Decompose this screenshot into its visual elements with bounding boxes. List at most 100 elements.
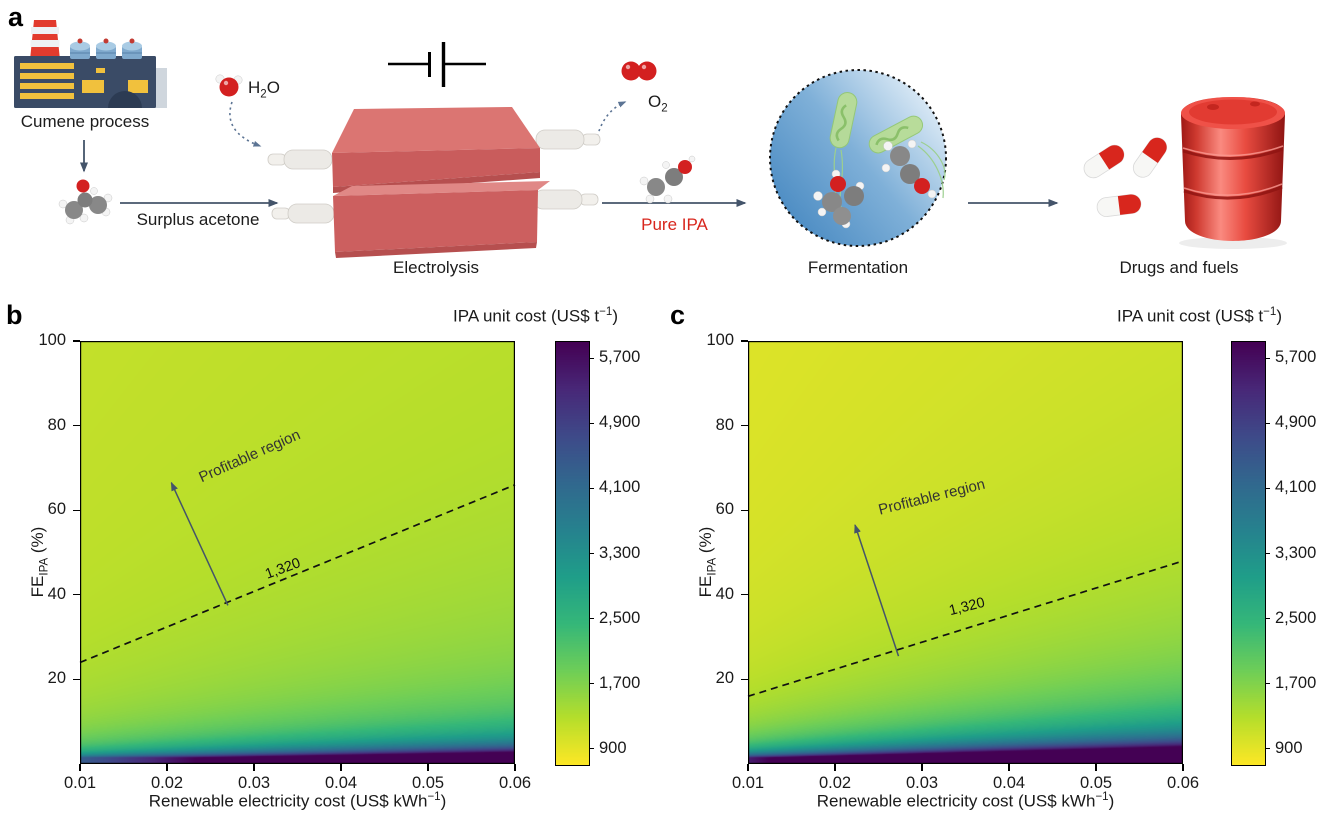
y-tick-label: 100: [38, 331, 66, 349]
oil-barrel-icon: [1179, 97, 1287, 249]
profitable-region-arrow: [854, 524, 900, 657]
cumene-process-label: Cumene process: [20, 112, 150, 131]
colorbar-tick-mark: [1265, 617, 1270, 620]
y-tick-mark: [73, 425, 80, 427]
colorbar-c-canvas: [1232, 342, 1265, 765]
process-diagram: [14, 20, 1287, 258]
x-tick-mark: [747, 764, 749, 771]
x-tick-mark: [253, 764, 255, 771]
arrow-oxygen-output: [595, 101, 627, 143]
y-tick-label: 100: [706, 331, 734, 349]
colorbar-c: 5,700 4,900 4,100 3,300 2,500 1,700 900: [1231, 341, 1316, 766]
y-tick-mark: [73, 509, 80, 511]
colorbar-title-c: IPA unit cost (US$ t−1): [1117, 306, 1282, 326]
panel-b-label: b: [6, 300, 23, 330]
bacterium-icon: [868, 115, 946, 199]
profitable-region-arrow: [170, 481, 229, 606]
colorbar-tick-mark: [589, 487, 594, 489]
x-tick-mark: [427, 764, 429, 771]
y-tick-mark: [741, 678, 748, 680]
x-axis-label-b: Renewable electricity cost (US$ kWh−1): [148, 791, 447, 811]
y-tick-label: 40: [715, 584, 734, 603]
colorbar-tick-mark: [589, 748, 594, 750]
colorbar-tick-mark: [589, 683, 594, 685]
flow-arrows: [80, 140, 1059, 207]
colorbar-tick-label: 4,100: [1275, 478, 1317, 497]
x-tick-label: 0.05: [411, 774, 445, 792]
water-molecule-icon: [215, 74, 243, 97]
colorbar-tick-mark: [1265, 357, 1270, 359]
x-tick-mark: [79, 764, 81, 771]
colorbar-tick-label: 900: [1275, 738, 1303, 757]
y-axis-label-c: FEIPA (%): [696, 526, 719, 598]
colorbar-tick-label: 4,900: [599, 413, 641, 432]
heatmap-b-overlay: [79, 341, 516, 764]
y-tick-mark: [741, 509, 748, 511]
y-tick-label: 60: [715, 500, 734, 519]
heatmap-c: 0.01 0.02 0.03 0.04 0.05 0.06 20 40 60 80 100 1,320…: [706, 331, 1199, 792]
ipa-molecule-icon: [881, 139, 937, 199]
acetone-molecule-icon: [58, 179, 113, 225]
battery-symbol-icon: [388, 42, 486, 87]
colorbar-tick-label: 1,700: [599, 673, 641, 692]
x-tick-label: 0.04: [992, 774, 1026, 792]
x-tick-label: 0.02: [150, 774, 184, 792]
drugs-and-fuels-label: Drugs and fuels: [1119, 258, 1239, 277]
y-tick-label: 40: [47, 584, 66, 603]
y-tick-label: 80: [715, 415, 734, 434]
y-tick-label: 80: [47, 415, 66, 434]
y-tick-label: 20: [715, 669, 734, 688]
x-tick-label: 0.06: [1166, 774, 1200, 792]
electrolysis-label: Electrolysis: [393, 258, 479, 277]
x-tick-label: 0.01: [731, 774, 765, 792]
x-tick-label: 0.01: [63, 774, 97, 792]
panel-c-label: c: [670, 300, 686, 330]
arrow-water-input: [229, 101, 262, 147]
ipa-molecule-icon: [639, 155, 696, 204]
pure-ipa-label: Pure IPA: [641, 215, 708, 234]
colorbar-tick-label: 3,300: [1275, 543, 1317, 562]
y-tick-mark: [741, 340, 748, 342]
heatmap-c-canvas: [748, 341, 1183, 764]
contour-line-1320: [79, 484, 516, 664]
x-tick-mark: [921, 764, 923, 771]
y-tick-mark: [73, 594, 80, 596]
colorbar-tick-label: 5,700: [599, 348, 641, 367]
colorbar-tick-mark: [1265, 552, 1270, 555]
colorbar-tick-label: 5,700: [1275, 348, 1317, 367]
fermentation-cell-icon: [769, 69, 947, 247]
colorbar-tick-mark: [589, 422, 594, 424]
x-tick-label: 0.03: [237, 774, 271, 792]
y-tick-mark: [73, 340, 80, 342]
colorbar-tick-label: 1,700: [1275, 673, 1317, 692]
fermentation-label: Fermentation: [807, 258, 909, 277]
factory-icon: [14, 20, 167, 108]
x-axis-label-c: Renewable electricity cost (US$ kWh−1): [816, 791, 1115, 811]
x-tick-mark: [166, 764, 168, 771]
colorbar-tick-label: 4,900: [1275, 413, 1317, 432]
panel-a-label: a: [8, 2, 24, 32]
y-tick-label: 20: [47, 669, 66, 688]
x-tick-mark: [1008, 764, 1010, 771]
colorbar-tick-label: 900: [599, 738, 627, 757]
x-tick-label: 0.06: [498, 774, 532, 792]
heatmap-c-overlay: [747, 341, 1184, 764]
heatmap-b-canvas: [80, 341, 515, 764]
y-tick-mark: [741, 425, 748, 427]
contour-line-1320: [747, 560, 1184, 698]
x-tick-label: 0.04: [324, 774, 358, 792]
x-tick-label: 0.02: [818, 774, 852, 792]
x-tick-label: 0.03: [905, 774, 939, 792]
oxygen-label: O2: [648, 92, 668, 115]
y-tick-label: 60: [47, 500, 66, 519]
x-tick-mark: [514, 764, 516, 771]
colorbar-tick-label: 4,100: [599, 478, 641, 497]
colorbar-b: 5,700 4,900 4,100 3,300 2,500 1,700 900: [555, 341, 640, 766]
y-axis-label-b: FEIPA (%): [28, 526, 51, 598]
colorbar-tick-mark: [589, 357, 594, 359]
x-tick-mark: [1095, 764, 1097, 771]
pill-capsule-icon: [1079, 133, 1171, 219]
x-tick-mark: [340, 764, 342, 771]
water-label: H2O: [248, 78, 280, 101]
